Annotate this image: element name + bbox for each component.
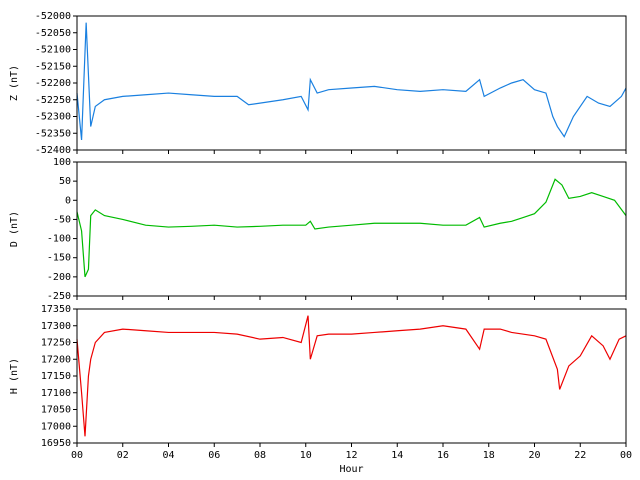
y-tick-label: -50	[53, 214, 71, 225]
x-tick-label: 06	[208, 450, 220, 461]
y-tick-label: 17050	[41, 405, 71, 416]
x-tick-label: 00	[71, 450, 83, 461]
y-tick-label: -52300	[35, 112, 71, 123]
data-line	[76, 178, 627, 278]
data-line	[76, 22, 627, 141]
plot-frame	[76, 15, 627, 151]
y-tick-label: -52250	[35, 95, 71, 106]
y-tick-label: 17100	[41, 388, 71, 399]
y-tick-label: 50	[59, 176, 71, 187]
x-tick-label: 12	[345, 450, 357, 461]
y-tick-label: -100	[47, 234, 71, 245]
y-tick-label: 100	[53, 157, 71, 168]
x-tick-label: 02	[117, 450, 129, 461]
plot-frame	[76, 308, 627, 444]
y-tick-label: 0	[65, 195, 71, 206]
y-axis-label: Z (nT)	[9, 65, 20, 101]
x-tick-label: 18	[483, 450, 495, 461]
y-tick-label: -150	[47, 253, 71, 264]
x-axis-label: Hour	[339, 464, 363, 475]
y-tick-label: 17150	[41, 371, 71, 382]
y-tick-label: 17350	[41, 304, 71, 315]
y-tick-label: 17200	[41, 354, 71, 365]
x-tick-label: 22	[574, 450, 586, 461]
x-tick-label: 16	[437, 450, 449, 461]
y-tick-label: -52350	[35, 128, 71, 139]
x-tick-label: 20	[528, 450, 540, 461]
x-tick-label: 04	[162, 450, 174, 461]
x-tick-label: 08	[254, 450, 266, 461]
plot-frame	[76, 161, 627, 297]
y-axis-label: D (nT)	[9, 211, 20, 247]
y-tick-label: -52100	[35, 45, 71, 56]
y-tick-label: 17250	[41, 338, 71, 349]
y-tick-label: -52050	[35, 28, 71, 39]
data-line	[76, 315, 627, 437]
y-tick-label: 16950	[41, 438, 71, 449]
x-tick-label: 14	[391, 450, 403, 461]
y-tick-label: -52150	[35, 61, 71, 72]
y-tick-label: -52400	[35, 145, 71, 156]
y-tick-label: 17300	[41, 321, 71, 332]
x-tick-label: 00	[620, 450, 632, 461]
y-tick-label: 17000	[41, 421, 71, 432]
y-tick-label: -250	[47, 291, 71, 302]
y-tick-label: -52000	[35, 11, 71, 22]
x-tick-label: 10	[300, 450, 312, 461]
y-axis-label: H (nT)	[9, 358, 20, 394]
y-tick-label: -200	[47, 272, 71, 283]
y-tick-label: -52200	[35, 78, 71, 89]
